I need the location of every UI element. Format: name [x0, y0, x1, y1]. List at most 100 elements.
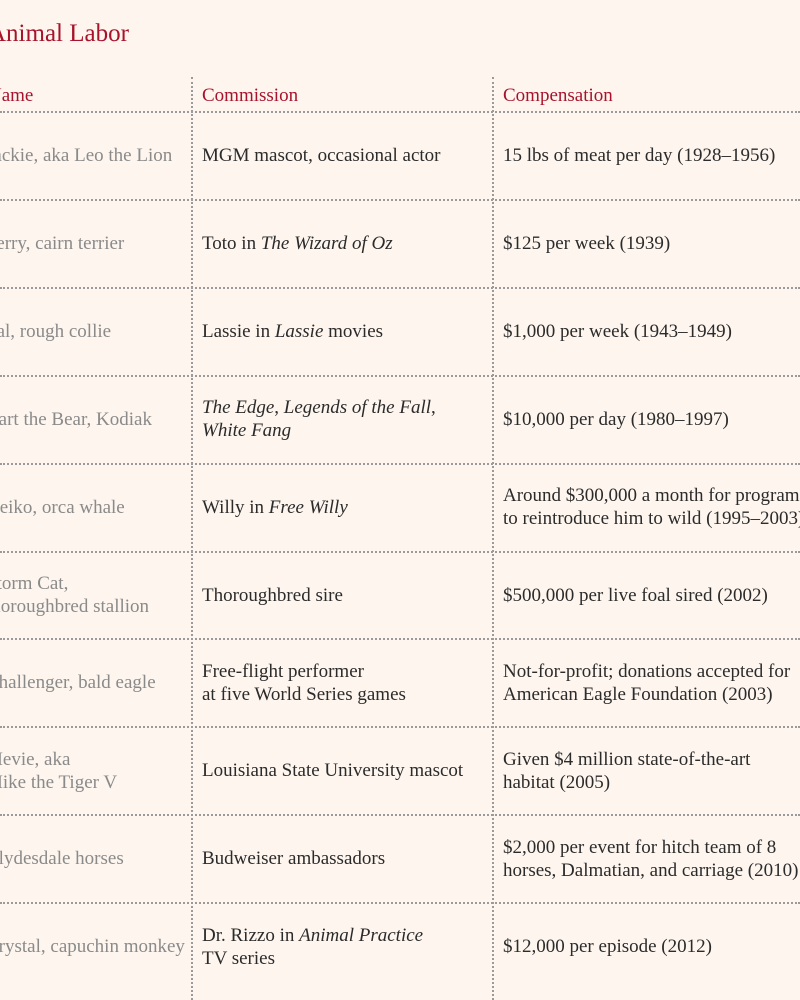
table-row: Terry, cairn terrier Toto in The Wizard o…	[0, 200, 800, 287]
name-text: Crystal, capuchin monkey	[0, 936, 185, 958]
name-text: Clydesdale horses	[0, 848, 124, 870]
commission-text: at five World Series games	[202, 683, 406, 705]
name-text: Challenger, bald eagle	[0, 672, 156, 694]
cell-compensation: $1,000 per week (1943–1949)	[503, 288, 800, 375]
row-divider	[0, 638, 800, 641]
commission-text: The Wizard of Oz	[260, 232, 393, 254]
cell-name: Jackie, aka Leo the Lion	[0, 112, 191, 199]
name-text: Mevie, aka	[0, 748, 71, 770]
commission-text: Dr. Rizzo in	[202, 924, 300, 946]
compensation-text: $12,000 per episode (2012)	[503, 936, 712, 958]
name-text: Storm Cat,	[0, 573, 69, 594]
table-row: Jackie, aka Leo the Lion MGM mascot, occa…	[0, 112, 800, 199]
name-text: Keiko, orca whale	[0, 496, 125, 518]
name-text: Mike the Tiger V	[0, 771, 118, 793]
cell-name: Bart the Bear, Kodiak	[0, 376, 191, 463]
compensation-text: $500,000 per live foal sired (2002)	[503, 584, 768, 606]
table-row: Storm Cat,thoroughbred stallion Thoroughb…	[0, 552, 800, 639]
compensation-text: Given $4 million state-of-the-art	[503, 748, 751, 770]
cell-compensation: 15 lbs of meat per day (1928–1956)	[503, 112, 800, 199]
compensation-text: to reintroduce him to wild (1995–2003)	[503, 508, 800, 530]
compensation-text: $1,000 per week (1943–1949)	[503, 320, 733, 342]
compensation-text: Not-for-profit; donations accepted for	[503, 660, 791, 682]
header-name: Name	[0, 85, 34, 106]
cell-commission: Willy in Free Willy	[202, 464, 492, 551]
commission-text: Lassie	[274, 320, 324, 342]
commission-text: The Edge	[202, 397, 275, 419]
table-row: Challenger, bald eagle Free-flight perfor…	[0, 639, 800, 726]
cell-commission: Dr. Rizzo in Animal Practice TV series	[202, 903, 492, 990]
commission-text: Budweiser ambassadors	[202, 848, 386, 870]
cell-name: Pal, rough collie	[0, 288, 191, 375]
commission-text: ,	[274, 397, 284, 419]
cell-compensation: Around $300,000 a month for program to re…	[503, 464, 800, 551]
name-text: thoroughbred stallion	[0, 596, 150, 617]
header-divider	[0, 111, 800, 113]
cell-commission: Louisiana State University mascot	[202, 727, 492, 814]
cell-commission: Lassie in Lassie movies	[202, 288, 492, 375]
commission-text: Free Willy	[268, 496, 348, 518]
table-row: Mevie, akaMike the Tiger V Louisiana Stat…	[0, 727, 800, 814]
row-divider	[0, 902, 800, 905]
table-row: Crystal, capuchin monkey Dr. Rizzo in Ani…	[0, 903, 800, 990]
cell-commission: Toto in The Wizard of Oz	[202, 200, 492, 287]
cell-commission: The Edge, Legends of the Fall, White Fang	[202, 376, 492, 463]
commission-text: MGM mascot, occasional actor	[202, 145, 441, 166]
name-text: Terry, cairn terrier	[0, 232, 125, 254]
cell-name: Crystal, capuchin monkey	[0, 903, 191, 990]
compensation-text: $10,000 per day (1980–1997)	[503, 408, 729, 430]
header-compensation: Compensation	[503, 85, 613, 106]
commission-text: Free-flight performer	[202, 660, 364, 682]
commission-text: TV series	[202, 947, 275, 969]
cell-compensation: $12,000 per episode (2012)	[503, 903, 800, 990]
cell-compensation: $500,000 per live foal sired (2002)	[503, 552, 800, 639]
commission-text: Louisiana State University mascot	[202, 760, 464, 782]
row-divider	[0, 286, 800, 289]
cell-commission: Thoroughbred sire	[202, 552, 492, 639]
cell-name: Clydesdale horses	[0, 815, 191, 902]
cell-compensation: Not-for-profit; donations accepted for Am…	[503, 639, 800, 726]
compensation-text: $125 per week (1939)	[503, 232, 671, 254]
commission-text: Willy in	[202, 496, 269, 518]
commission-text: Lassie in	[202, 320, 275, 342]
name-text: Bart the Bear, Kodiak	[0, 408, 152, 430]
cell-compensation: Given $4 million state-of-the-art habitat…	[503, 727, 800, 814]
name-text: Pal, rough collie	[0, 320, 112, 342]
compensation-text: American Eagle Foundation (2003)	[503, 683, 773, 705]
table-title: Animal Labor	[0, 20, 129, 47]
cell-name: Storm Cat,thoroughbred stallion	[0, 552, 191, 639]
cell-compensation: $2,000 per event for hitch team of 8 hors…	[503, 815, 800, 902]
table-row: Clydesdale horses Budweiser ambassadors $2…	[0, 815, 800, 902]
cell-compensation: $10,000 per day (1980–1997)	[503, 376, 800, 463]
column-divider	[492, 77, 494, 1000]
commission-text: movies	[323, 320, 384, 342]
commission-text: Animal Practice	[299, 924, 424, 946]
row-divider	[0, 374, 800, 377]
cell-compensation: $125 per week (1939)	[503, 200, 800, 287]
header-commission: Commission	[202, 85, 299, 106]
commission-text: Legends of the Fall	[283, 397, 432, 419]
row-divider	[0, 462, 800, 465]
row-divider	[0, 726, 800, 729]
row-divider	[0, 550, 800, 553]
row-divider	[0, 198, 800, 201]
commission-text: Toto in	[202, 232, 261, 254]
commission-text: White Fang	[202, 420, 292, 442]
commission-text: ,	[431, 397, 436, 419]
row-divider	[0, 814, 800, 817]
cell-name: Challenger, bald eagle	[0, 639, 191, 726]
commission-text: Thoroughbred sire	[202, 584, 343, 606]
compensation-text: Around $300,000 a month for program	[503, 485, 800, 507]
name-text: Jackie, aka Leo the Lion	[0, 145, 173, 166]
column-divider	[191, 77, 193, 1000]
cell-name: Keiko, orca whale	[0, 464, 191, 551]
cell-commission: Free-flight performer at five World Serie…	[202, 639, 492, 726]
compensation-text: $2,000 per event for hitch team of 8	[503, 836, 777, 858]
cell-commission: MGM mascot, occasional actor	[202, 112, 492, 199]
compensation-text: 15 lbs of meat per day (1928–1956)	[503, 145, 776, 166]
compensation-text: habitat (2005)	[503, 771, 611, 793]
table-row: Pal, rough collie Lassie in Lassie movies…	[0, 288, 800, 375]
cell-commission: Budweiser ambassadors	[202, 815, 492, 902]
table-row: Bart the Bear, Kodiak The Edge, Legends o…	[0, 376, 800, 463]
compensation-text: horses, Dalmatian, and carriage (2010)	[503, 859, 799, 881]
